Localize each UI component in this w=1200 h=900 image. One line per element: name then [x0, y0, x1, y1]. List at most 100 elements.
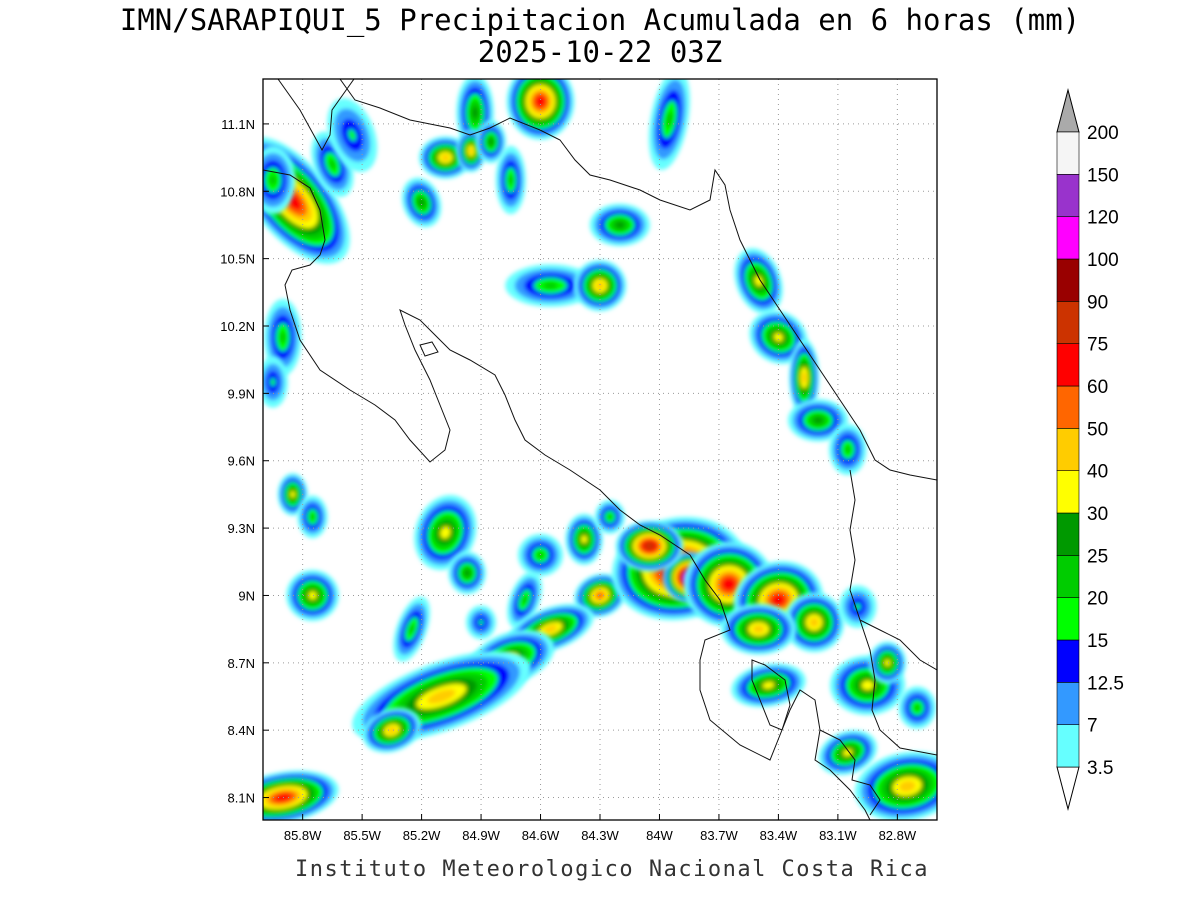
coastlines [263, 79, 937, 820]
colorbar-segment [1056, 639, 1080, 683]
precip-contour [595, 591, 605, 599]
precip-cell [818, 730, 878, 776]
precip-cell [589, 203, 650, 247]
precip-cell [565, 513, 603, 565]
precip-cell [263, 145, 296, 215]
lon-tick-label: 82.8W [879, 828, 917, 843]
precip-contour [468, 147, 474, 155]
border-panama [849, 469, 937, 756]
precip-contour [595, 281, 605, 290]
precip-cell [574, 573, 626, 618]
precip-contour [773, 332, 784, 342]
precip-contour [464, 569, 471, 577]
lon-tick-label: 85.2W [403, 828, 441, 843]
southern-coast [819, 729, 881, 816]
precip-cell [414, 495, 477, 571]
colorbar-label: 30 [1087, 504, 1108, 525]
precip-cell [362, 707, 422, 753]
precip-cell [898, 686, 937, 730]
colorbar-segment [1056, 428, 1080, 471]
latitude-ticks: 8.1N 8.4N 8.7N 9N 9.3N 9.6N 9.9N 10.2N 10.5N 10.8… [220, 117, 269, 806]
colorbar-segment [1056, 470, 1080, 514]
precip-cell [783, 592, 845, 653]
precip-cell [465, 605, 497, 640]
precip-contour [721, 577, 736, 591]
precip-contour [274, 793, 292, 802]
precip-contour [861, 680, 874, 690]
lon-tick-label: 84W [646, 828, 673, 843]
precip-cell [495, 145, 526, 215]
precip-cell [787, 398, 849, 442]
lon-tick-label: 83.4W [760, 828, 798, 843]
colorbar-label: 25 [1087, 546, 1108, 567]
colorbar-label: 20 [1087, 589, 1108, 610]
precip-cell [731, 663, 806, 708]
precipitation-field [263, 79, 937, 820]
colorbar-label: 120 [1087, 208, 1119, 229]
precip-contour [290, 491, 296, 498]
precip-cell [297, 495, 328, 539]
precip-cell [506, 79, 575, 140]
precip-contour [581, 535, 588, 544]
colorbar-label: 7 [1087, 716, 1098, 737]
lon-tick-label: 84.3W [581, 828, 619, 843]
lon-tick-label: 84.6W [522, 828, 560, 843]
precip-contour [899, 780, 916, 792]
precip-contour [308, 591, 317, 600]
precip-contour [440, 526, 451, 539]
colorbar-segment [1056, 724, 1080, 768]
precip-cell [854, 751, 937, 820]
precip-contour [310, 513, 316, 521]
colorbar-segment [1056, 512, 1080, 556]
precip-contour [543, 625, 558, 634]
colorbar-label: 60 [1087, 377, 1108, 398]
precip-contour [914, 704, 921, 712]
lat-tick-label: 10.5N [220, 252, 255, 267]
precip-contour [607, 514, 613, 520]
lat-tick-label: 8.4N [228, 723, 255, 738]
lat-tick-label: 9N [238, 588, 255, 603]
precip-cell [263, 770, 339, 820]
precip-contour [387, 726, 397, 734]
precip-cell [573, 259, 627, 312]
precip-contour [488, 138, 494, 146]
precip-contour [752, 625, 765, 634]
precip-contour [270, 378, 276, 387]
precip-contour [269, 174, 277, 186]
footer-credit: Instituto Meteorologico Nacional Costa R… [295, 857, 929, 882]
border-nicaragua [339, 79, 937, 481]
lat-tick-label: 8.7N [228, 656, 255, 671]
precip-cell [475, 120, 507, 164]
precip-contour [508, 174, 514, 186]
precip-cell [263, 298, 302, 376]
precip-cell [448, 551, 487, 595]
precip-contour [615, 221, 625, 229]
colorbar-label: 50 [1087, 419, 1108, 440]
colorbar-segment [1056, 301, 1080, 344]
lon-tick-label: 83.1W [819, 828, 857, 843]
precip-cell [749, 310, 808, 365]
precip-contour [418, 198, 425, 207]
colorbar-segment [1056, 682, 1080, 725]
precip-contour [762, 681, 775, 689]
colorbar-segment [1056, 597, 1080, 641]
precip-contour [543, 282, 558, 289]
coastline-nicaragua-border [277, 79, 355, 152]
colorbar-label: 200 [1087, 123, 1119, 144]
colorbar-label: 3.5 [1087, 758, 1113, 779]
precip-cell [828, 423, 867, 476]
precip-contour [472, 106, 479, 119]
precip-cell [505, 264, 596, 307]
precip-contour [348, 129, 357, 141]
lon-tick-label: 85.8W [284, 828, 322, 843]
colorbar-label: 90 [1087, 292, 1108, 313]
precip-contour [809, 617, 819, 628]
precip-cell [263, 356, 288, 408]
precip-contour [427, 689, 456, 704]
precip-cell [734, 248, 783, 315]
lon-tick-label: 83.7W [700, 828, 738, 843]
chart-title: IMN/SARAPIQUI_5 Precipitacion Acumulada … [120, 3, 1080, 38]
precip-cell [311, 131, 354, 198]
precip-contour [478, 619, 484, 626]
